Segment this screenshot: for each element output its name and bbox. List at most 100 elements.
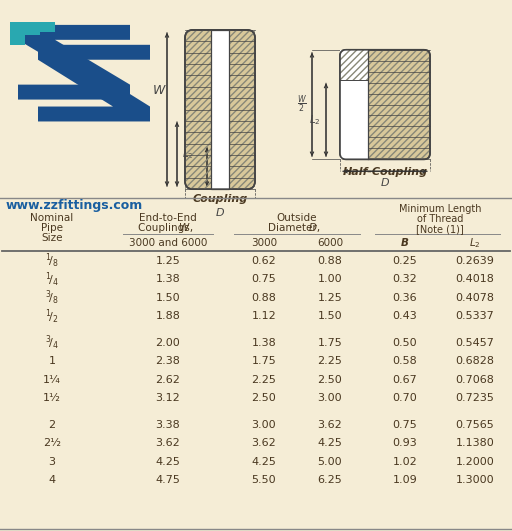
Text: 1¹⁄₂: 1¹⁄₂	[43, 393, 61, 404]
Text: W: W	[153, 84, 165, 97]
Text: 1.25: 1.25	[156, 256, 180, 266]
Text: 1.3000: 1.3000	[456, 475, 494, 485]
Text: [Note (1)]: [Note (1)]	[416, 224, 464, 234]
Text: $^1\!/_8$: $^1\!/_8$	[45, 252, 59, 270]
Text: Minimum Length: Minimum Length	[399, 204, 481, 214]
Text: 1.1380: 1.1380	[456, 439, 495, 449]
Text: Couplings,: Couplings,	[138, 223, 198, 233]
Text: 1.00: 1.00	[317, 275, 343, 285]
Bar	[340, 50, 368, 81]
Text: 3.62: 3.62	[251, 439, 276, 449]
Text: B: B	[401, 238, 409, 248]
Text: 0.7565: 0.7565	[456, 420, 495, 430]
Text: Coupling: Coupling	[193, 194, 248, 204]
Text: 0.62: 0.62	[251, 256, 276, 266]
Text: 0.6828: 0.6828	[456, 356, 495, 366]
Text: 1.38: 1.38	[156, 275, 180, 285]
Text: Diameter,: Diameter,	[268, 223, 326, 233]
Text: 3.38: 3.38	[156, 420, 180, 430]
Text: 0.25: 0.25	[393, 256, 417, 266]
Text: 0.7235: 0.7235	[456, 393, 495, 404]
Text: 5.50: 5.50	[252, 475, 276, 485]
Text: www.zzfittings.com: www.zzfittings.com	[6, 199, 143, 212]
Text: 0.67: 0.67	[393, 375, 417, 385]
Text: 6.25: 6.25	[317, 475, 343, 485]
Text: Outside: Outside	[277, 213, 317, 223]
Text: $\frac{W}{2}$: $\frac{W}{2}$	[297, 94, 307, 115]
Text: W: W	[179, 223, 189, 233]
FancyBboxPatch shape	[340, 50, 430, 159]
Text: 2¹⁄₂: 2¹⁄₂	[43, 439, 61, 449]
Polygon shape	[38, 45, 150, 122]
Text: 1.50: 1.50	[156, 293, 180, 303]
Text: $L_2$: $L_2$	[309, 113, 321, 127]
Text: $^1\!/_2$: $^1\!/_2$	[45, 307, 59, 326]
Text: 2.25: 2.25	[251, 375, 276, 385]
Text: of Thread: of Thread	[417, 214, 463, 224]
Text: End-to-End: End-to-End	[139, 213, 197, 223]
Text: 0.70: 0.70	[393, 393, 417, 404]
Text: 0.32: 0.32	[393, 275, 417, 285]
Text: D: D	[309, 223, 317, 233]
Text: 0.7068: 0.7068	[456, 375, 495, 385]
Text: $^3\!/_4$: $^3\!/_4$	[45, 333, 59, 352]
Text: 4.75: 4.75	[156, 475, 180, 485]
Text: 3000 and 6000: 3000 and 6000	[129, 238, 207, 248]
Text: 1¹⁄₄: 1¹⁄₄	[43, 375, 61, 385]
Text: 2.50: 2.50	[251, 393, 276, 404]
Text: 0.75: 0.75	[393, 420, 417, 430]
Text: $L_2$: $L_2$	[182, 147, 194, 161]
Text: 0.43: 0.43	[393, 311, 417, 321]
Text: 3: 3	[49, 457, 55, 467]
Text: 2.62: 2.62	[156, 375, 180, 385]
Bar	[229, 30, 255, 189]
Text: 3.12: 3.12	[156, 393, 180, 404]
Text: 0.36: 0.36	[393, 293, 417, 303]
Text: Nominal: Nominal	[30, 213, 74, 223]
Text: 1.09: 1.09	[393, 475, 417, 485]
Text: 3000: 3000	[251, 238, 277, 248]
Text: 0.4018: 0.4018	[456, 275, 495, 285]
Bar	[368, 50, 430, 159]
Bar	[211, 30, 229, 189]
FancyBboxPatch shape	[185, 30, 255, 189]
Polygon shape	[18, 25, 130, 100]
Text: Pipe: Pipe	[41, 223, 63, 233]
Text: 3.62: 3.62	[156, 439, 180, 449]
Text: 2.00: 2.00	[156, 338, 180, 348]
Text: 0.88: 0.88	[317, 256, 343, 266]
Text: 1.88: 1.88	[156, 311, 180, 321]
Text: 5.00: 5.00	[317, 457, 343, 467]
Text: 0.88: 0.88	[251, 293, 276, 303]
Text: 0.50: 0.50	[393, 338, 417, 348]
Text: B: B	[350, 115, 357, 125]
Text: 4.25: 4.25	[156, 457, 180, 467]
Text: $^1\!/_4$: $^1\!/_4$	[45, 270, 59, 288]
Text: 2.25: 2.25	[317, 356, 343, 366]
Text: 1: 1	[49, 356, 55, 366]
Text: 2.38: 2.38	[156, 356, 180, 366]
Polygon shape	[10, 22, 55, 32]
Text: Size: Size	[41, 233, 63, 243]
Text: B: B	[210, 162, 217, 172]
Text: 1.75: 1.75	[251, 356, 276, 366]
Text: 4: 4	[49, 475, 56, 485]
Text: 1.50: 1.50	[317, 311, 343, 321]
Text: 1.38: 1.38	[251, 338, 276, 348]
Text: 0.58: 0.58	[393, 356, 417, 366]
Text: 2: 2	[49, 420, 56, 430]
Text: 1.25: 1.25	[317, 293, 343, 303]
Text: $D$: $D$	[380, 176, 390, 188]
Text: 4.25: 4.25	[317, 439, 343, 449]
Text: 4.25: 4.25	[251, 457, 276, 467]
Text: 0.75: 0.75	[251, 275, 276, 285]
Text: 0.5337: 0.5337	[456, 311, 495, 321]
Text: 0.93: 0.93	[393, 439, 417, 449]
Bar	[185, 30, 211, 189]
Bar	[340, 50, 368, 159]
Text: 1.02: 1.02	[393, 457, 417, 467]
Text: 1.2000: 1.2000	[456, 457, 495, 467]
Text: 3.00: 3.00	[252, 420, 276, 430]
Text: $L_2$: $L_2$	[469, 236, 481, 250]
Text: 3.62: 3.62	[317, 420, 343, 430]
